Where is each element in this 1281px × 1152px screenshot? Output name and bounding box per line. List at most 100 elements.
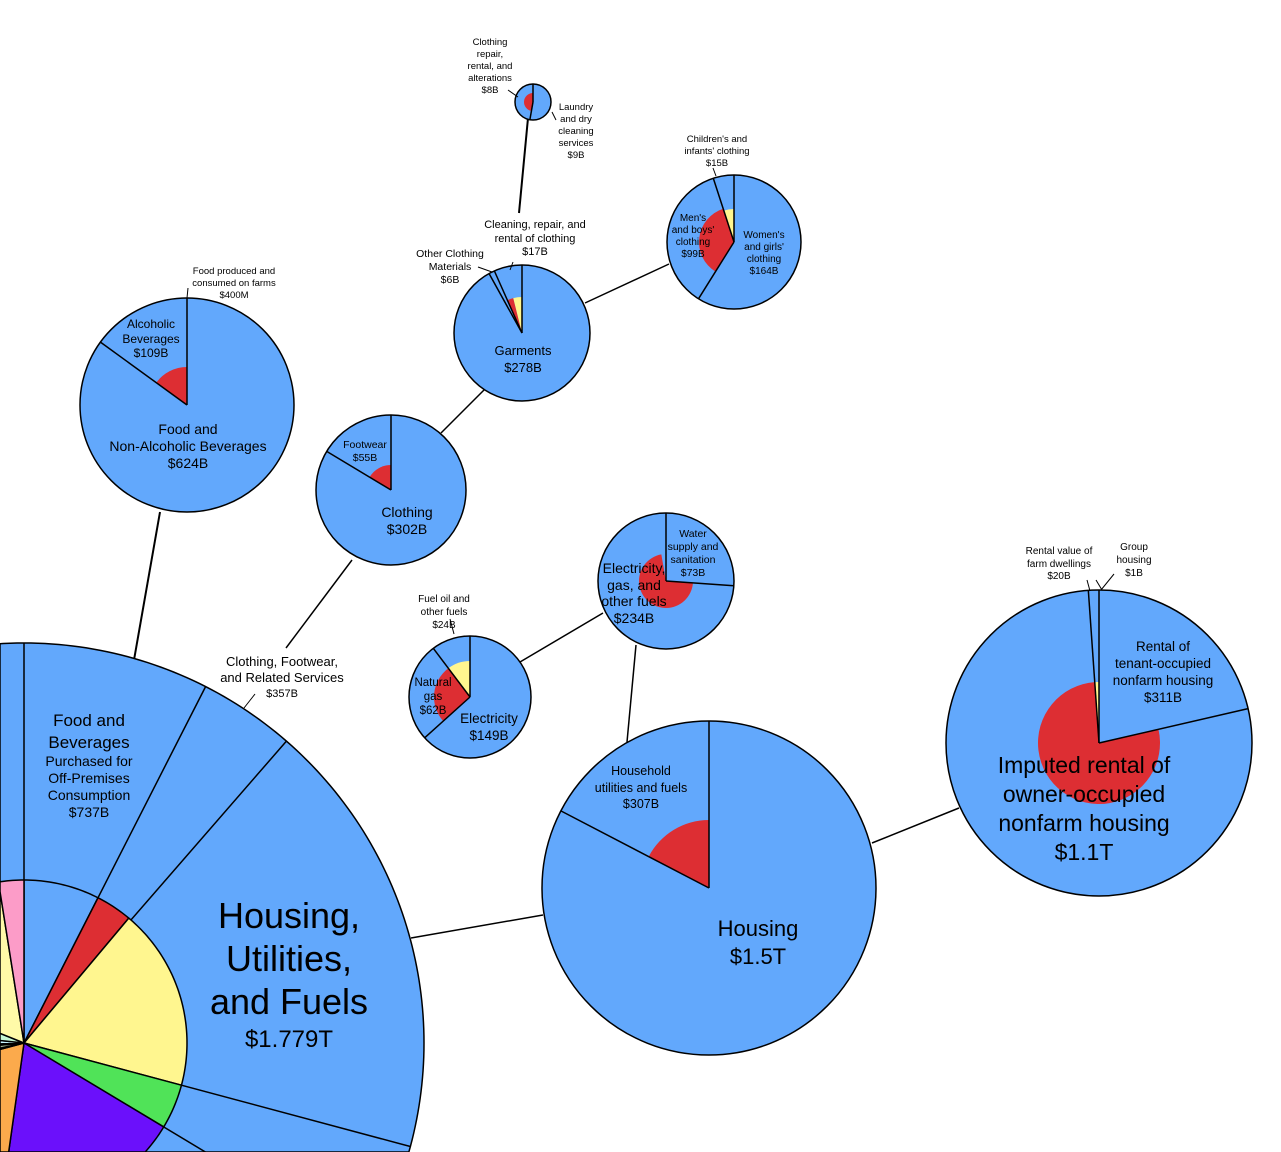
connector-main-to-food: [133, 511, 161, 661]
wedge-divider: [493, 270, 523, 334]
label-line: Children's and: [687, 134, 747, 145]
leader-line: [507, 89, 519, 98]
label-line: and girls': [744, 242, 784, 253]
pie-labels: Housing, Utilities, and Fuels $1.779T Food a…: [45, 37, 1213, 1053]
label-line: $62B: [420, 705, 447, 717]
label-line: Utilities,: [226, 938, 352, 979]
label-fuel-oil: Fuel oil and other fuels $24B: [418, 594, 470, 631]
food-beverages-wedge: [23, 879, 99, 1044]
leader-line: [1086, 579, 1091, 592]
connector-garments-to-apparel: [584, 263, 670, 304]
label-line: Fuel oil and: [418, 594, 470, 605]
label-imputed-rental: Imputed rental of owner-occupied nonfarm h…: [998, 752, 1171, 865]
label-line: Men's: [680, 213, 706, 224]
label-food-on-farms: Food produced and consumed on farms $400M: [192, 266, 276, 301]
label-line: Beverages: [122, 332, 179, 346]
cleaning-red-wedge: [524, 93, 533, 111]
label-food-non-alcoholic: Food and Non-Alcoholic Beverages $624B: [109, 421, 266, 471]
label-line: Natural: [414, 677, 451, 689]
label-line: repair,: [477, 49, 503, 60]
label-line: Beverages: [48, 733, 129, 752]
leader-line: [243, 693, 256, 709]
label-line: $73B: [681, 567, 706, 579]
label-housing-utilities-fuels: Housing, Utilities, and Fuels $1.779T: [210, 895, 368, 1053]
connector-lines: [133, 117, 960, 939]
label-cleaning-repair-rental: Cleaning, repair, and rental of clothing $…: [484, 219, 586, 258]
label-line: Clothing, Footwear,: [226, 654, 338, 669]
label-line: Clothing: [381, 504, 432, 520]
label-line: $311B: [1144, 690, 1182, 705]
purple-wedge: [7, 1042, 165, 1152]
label-line: services: [559, 138, 594, 149]
clothing-inner-wedge: [369, 465, 391, 490]
label-group-housing: Group housing $1B: [1116, 542, 1151, 579]
label-line: Consumption: [48, 787, 131, 803]
label-natural-gas: Natural gas $62B: [414, 677, 451, 717]
label-electricity: Electricity $149B: [460, 711, 518, 743]
wedge-divider: [1087, 590, 1100, 744]
label-line: $109B: [134, 346, 169, 360]
electricity-red-wedge: [434, 668, 470, 722]
label-line: $234B: [614, 610, 654, 626]
label-line: $737B: [69, 804, 109, 820]
garments-yellow-wedge: [513, 297, 522, 333]
label-line: Materials: [429, 261, 472, 273]
label-line: rental, and: [468, 61, 513, 72]
label-line: Electricity: [460, 711, 518, 726]
leader-line: [449, 618, 455, 635]
label-line: and dry: [560, 114, 592, 125]
leader-line: [1100, 573, 1115, 591]
label-line: $24B: [432, 620, 456, 631]
label-line: sanitation: [671, 554, 716, 566]
label-line: $6B: [441, 274, 460, 286]
label-line: owner-occupied: [1003, 781, 1165, 807]
label-line: $1B: [1125, 568, 1143, 579]
connector-garments-to-cleaning: [518, 117, 529, 214]
wedge-divider: [529, 101, 534, 120]
connector-utilities-to-fuels: [519, 612, 604, 663]
label-line: $99B: [681, 249, 705, 260]
label-line: $55B: [353, 452, 378, 464]
label-line: alterations: [468, 73, 512, 84]
wedge-divider: [488, 273, 523, 334]
wedge-divider: [560, 810, 710, 889]
label-line: Food and: [158, 421, 217, 437]
label-line: other fuels: [421, 607, 468, 618]
pink-wedge: [0, 879, 25, 1044]
label-line: $1.779T: [245, 1026, 333, 1053]
housing-red-wedge: [648, 820, 709, 888]
label-line: Housing,: [218, 895, 360, 936]
label-housing: Housing $1.5T: [718, 916, 799, 969]
pie-charts: [0, 83, 1253, 1152]
label-line: cleaning: [558, 126, 593, 137]
green-wedge: [23, 1042, 183, 1128]
label-line: Rental value of: [1026, 546, 1093, 557]
label-line: Rental of: [1136, 639, 1190, 654]
label-clothing-repair: Clothing repair, rental, and alterations $8B: [468, 37, 513, 96]
leader-line: [551, 111, 557, 121]
connector-housing-to-utilities: [626, 644, 637, 743]
label-line: other fuels: [601, 593, 666, 609]
label-line: Household: [611, 764, 671, 778]
label-line: farm dwellings: [1027, 559, 1091, 570]
label-line: Group: [1120, 542, 1148, 553]
label-line: and Fuels: [210, 981, 368, 1022]
wedge-divider: [697, 241, 735, 300]
label-household-utilities: Household utilities and fuels $307B: [595, 764, 687, 811]
connector-main-to-housing: [410, 914, 544, 939]
label-line: Alcoholic: [127, 317, 175, 331]
utilities-red-wedge: [639, 554, 693, 608]
leader-line: [1095, 579, 1103, 591]
label-line: $307B: [623, 797, 659, 811]
food-inner-wedge: [156, 367, 187, 405]
wedge-divider: [432, 647, 471, 698]
label-electricity-gas-fuels: Electricity, gas, and other fuels $234B: [601, 560, 666, 626]
connector-housing-to-rental: [871, 807, 960, 844]
leader-line: [477, 266, 493, 273]
label-line: Off-Premises: [48, 770, 129, 786]
label-line: Women's: [743, 230, 784, 241]
leader-line: [509, 261, 514, 271]
label-line: $302B: [387, 521, 427, 537]
label-line: $357B: [266, 688, 298, 700]
